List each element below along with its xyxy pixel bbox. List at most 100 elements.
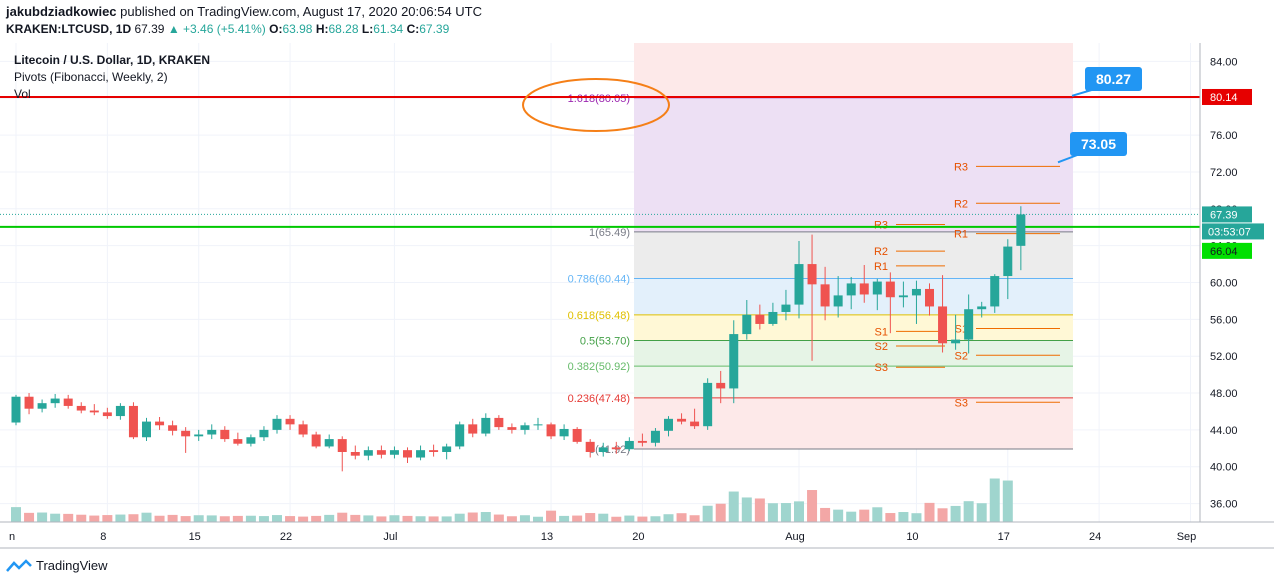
volume-bar — [180, 516, 191, 522]
candle — [11, 396, 21, 423]
fib-label: 0.236(47.48) — [568, 393, 630, 405]
callout-box — [1070, 132, 1127, 156]
volume-bar — [702, 505, 713, 522]
candle — [938, 306, 948, 344]
candle — [337, 439, 347, 452]
volume-bar — [754, 498, 765, 522]
close-value: 67.39 — [419, 22, 450, 36]
candle — [1003, 246, 1013, 277]
x-tick-label: 13 — [541, 531, 553, 543]
candle — [363, 450, 373, 456]
volume-bar — [324, 514, 335, 522]
volume-bar — [676, 513, 687, 522]
volume-bar — [846, 511, 857, 522]
candle — [951, 339, 961, 344]
volume-bar — [272, 515, 282, 522]
candle — [690, 421, 700, 427]
volume-bar — [337, 512, 348, 522]
fib-zone — [634, 314, 1073, 341]
candle — [559, 428, 569, 437]
candle — [533, 424, 543, 426]
fib-zone-top — [634, 43, 1073, 98]
volume-bar — [89, 515, 100, 522]
volume-bar — [794, 501, 804, 522]
price-change: ▲ +3.46 (+5.41%) — [167, 22, 266, 36]
volume-bar — [415, 516, 426, 522]
author-name[interactable]: jakubdziadkowiec — [6, 4, 117, 19]
fib-label: 1(65.49) — [589, 227, 630, 239]
volume-bar — [741, 497, 752, 522]
y-tick-label: 72.00 — [1210, 167, 1238, 179]
candle — [389, 450, 399, 455]
pivot-label: S2 — [955, 350, 968, 362]
volume-bar — [546, 510, 557, 522]
candle — [820, 284, 830, 307]
volume-bar — [11, 507, 21, 522]
candle — [285, 418, 295, 425]
candle — [324, 439, 334, 447]
candle — [729, 334, 739, 389]
fib-label: 1.618(80.05) — [568, 93, 630, 105]
candle — [350, 451, 360, 456]
volume-bar — [193, 515, 204, 522]
x-tick-label: n — [9, 531, 15, 543]
volume-bar — [480, 512, 491, 522]
candle — [742, 314, 752, 335]
pivot-label: R2 — [954, 198, 968, 210]
volume-bar — [937, 508, 948, 522]
legend-vol[interactable]: Vol — [14, 87, 31, 101]
candle — [89, 410, 99, 413]
annotation-ellipse — [522, 78, 670, 132]
volume-bar — [885, 513, 896, 522]
candle — [181, 430, 191, 437]
volume-bar — [663, 514, 674, 522]
footer-brand[interactable]: TradingView — [36, 558, 108, 573]
volume-bar — [245, 515, 256, 522]
volume-bar — [363, 515, 374, 522]
y-tick-label: 40.00 — [1210, 462, 1238, 474]
volume-bar — [389, 515, 400, 522]
y-tick-label: 60.00 — [1210, 278, 1238, 290]
volume-bar — [767, 503, 778, 522]
volume-bar — [493, 514, 504, 522]
fib-label: 0(41.92) — [589, 444, 630, 456]
published-text: published on TradingView.com, August 17,… — [120, 4, 483, 19]
candle — [650, 430, 660, 443]
candle — [63, 398, 73, 406]
legend-title[interactable]: Litecoin / U.S. Dollar, 1D, KRAKEN — [14, 53, 211, 67]
volume-bar — [820, 507, 831, 522]
tradingview-logo-icon — [6, 558, 32, 572]
candle — [259, 429, 269, 438]
y-tick-label: 52.00 — [1210, 351, 1238, 363]
high-value: 68.28 — [328, 22, 359, 36]
pivot-label: S1 — [875, 326, 888, 338]
volume-bar — [350, 514, 361, 522]
volume-bar — [650, 516, 661, 522]
volume-bar — [115, 514, 126, 522]
legend-pivots[interactable]: Pivots (Fibonacci, Weekly, 2) — [14, 70, 168, 84]
pivot-label: R1 — [954, 229, 968, 241]
candle — [755, 314, 765, 324]
candle — [1016, 214, 1026, 246]
countdown-bg — [1202, 223, 1264, 240]
x-tick-label: 8 — [100, 531, 106, 543]
volume-bar — [637, 516, 648, 522]
x-tick-label: 10 — [906, 531, 918, 543]
volume-bar — [219, 516, 230, 522]
candle — [572, 428, 582, 442]
candle — [898, 295, 908, 298]
volume-bar — [950, 505, 961, 522]
red-line-tag: 80.14 — [1210, 92, 1238, 104]
candle — [598, 447, 608, 452]
fib-zone — [634, 97, 1073, 232]
volume-bar — [911, 513, 922, 522]
volume-bar — [24, 512, 35, 522]
volume-bar — [76, 514, 87, 522]
candle — [37, 403, 47, 409]
candle — [977, 306, 987, 310]
candle — [376, 450, 386, 455]
volume-bar — [872, 507, 883, 522]
volume-bar — [780, 503, 791, 522]
x-tick-label: 17 — [998, 531, 1010, 543]
